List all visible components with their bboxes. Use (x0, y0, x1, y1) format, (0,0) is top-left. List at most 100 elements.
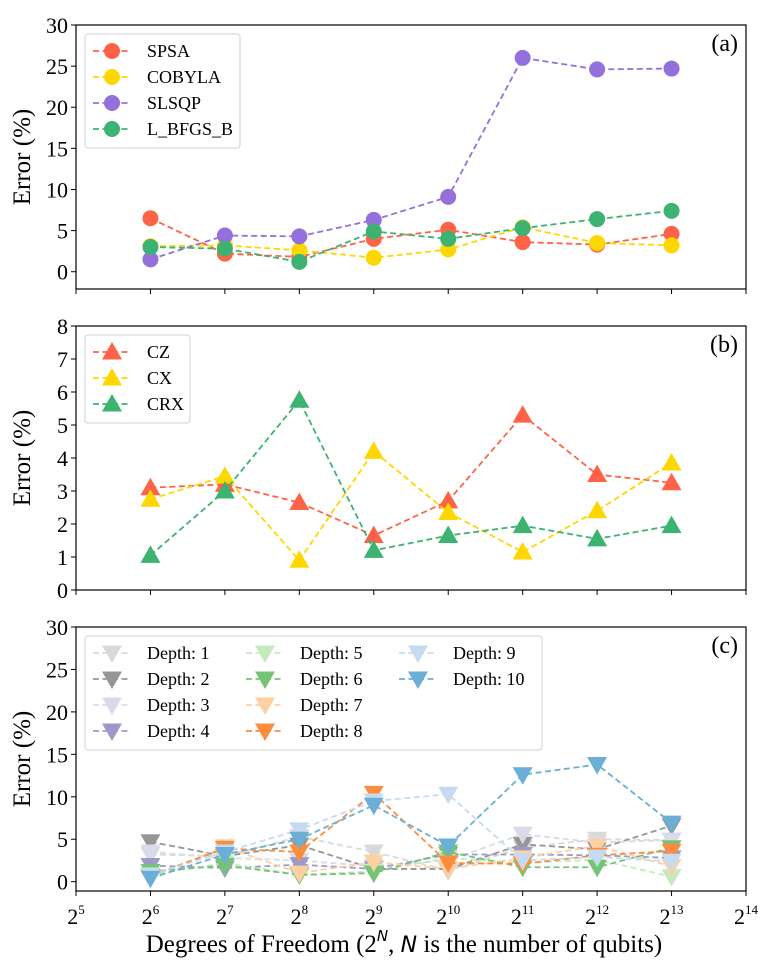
shared-x-axis: 25 26 27 28 29 210 211 212 213 214 (67, 902, 758, 929)
legend-entry: Depth: 2 (93, 669, 210, 689)
legend-entry: CZ (93, 342, 170, 362)
y-axis-label-c: Error (%) (9, 711, 36, 807)
series-line (149, 398, 672, 557)
legend-box (84, 635, 543, 751)
data-point (663, 225, 680, 242)
legend-label: CX (147, 368, 172, 388)
legend-label: Depth: 10 (453, 669, 525, 689)
series-depth-10 (140, 757, 682, 889)
data-point (512, 836, 533, 855)
data-point (514, 49, 531, 66)
y-tick-label-a: 0 (57, 260, 68, 285)
plot-frame-c (75, 626, 747, 892)
y-tick-label-a: 25 (46, 54, 68, 79)
data-point (587, 838, 608, 857)
series-line (150, 856, 672, 878)
legend-label: Depth: 3 (147, 695, 210, 715)
data-point (365, 223, 382, 240)
data-point (587, 464, 608, 482)
x-axis-label: Degrees of Freedom (2N, N is the number … (146, 927, 662, 958)
x-tick-base: 2 (734, 904, 745, 929)
data-point (140, 870, 161, 889)
x-tick-label: 27 (216, 902, 234, 929)
legend-marker (255, 671, 275, 689)
plot-frame-a (75, 24, 747, 290)
series-line (150, 833, 672, 868)
data-point (661, 869, 682, 887)
series-line (150, 835, 672, 872)
data-point (438, 786, 459, 805)
y-axis-label-a: Error (%) (9, 109, 36, 205)
panel-label-b: (b) (710, 332, 738, 358)
data-point (142, 239, 159, 256)
series-cx (140, 441, 682, 568)
series-crx (140, 390, 682, 563)
x-tick-base: 2 (436, 904, 447, 929)
y-tick-label-a: 10 (46, 177, 68, 202)
data-point (440, 230, 457, 247)
x-tick-exponent: 7 (227, 902, 234, 917)
data-point (587, 859, 608, 878)
panel-c: 0 5 10 15 20 25 30 Error (%) (c) Depth: 1 Depth: 2… (9, 615, 747, 896)
y-tick-label-b: 6 (57, 380, 68, 405)
data-point (214, 481, 235, 499)
y-tick-label-c: 20 (46, 700, 68, 725)
x-tick-label: 210 (436, 902, 460, 929)
legend-entry: Depth: 8 (246, 721, 363, 741)
x-tick-base: 2 (291, 904, 302, 929)
y-tick-label-c: 25 (46, 657, 68, 682)
y-tick-label-b: 7 (57, 347, 68, 372)
legend-marker (104, 121, 120, 137)
x-tick-base: 2 (660, 904, 671, 929)
legend-marker (255, 723, 275, 741)
series-line (150, 846, 672, 876)
data-point (512, 767, 533, 785)
legend-entry: Depth: 9 (399, 643, 516, 663)
legend-marker (104, 43, 120, 59)
legend-marker (408, 645, 428, 663)
data-point (589, 211, 606, 228)
data-point (661, 452, 682, 471)
data-point (589, 234, 606, 251)
legend-c: Depth: 1 Depth: 2 Depth: 3 Depth: 4 Depth: 5… (84, 635, 543, 751)
legend-box (84, 33, 241, 149)
data-point (214, 858, 235, 876)
legend-entry: CRX (93, 394, 184, 414)
data-point (214, 466, 235, 484)
x-tick-base: 2 (216, 904, 227, 929)
data-point (363, 844, 384, 862)
y-tick-label-b: 3 (57, 479, 68, 504)
legend-entry: Depth: 6 (246, 669, 363, 689)
legend-entry: Depth: 10 (399, 669, 525, 689)
panel-b: 0 1 2 3 4 5 6 7 8 Error (%) (b) CZ CX CRX (9, 314, 747, 603)
legend-entry: L_BFGS_B (93, 119, 233, 139)
series-line (150, 413, 672, 537)
legend-marker (408, 671, 428, 689)
legend-b: CZ CX CRX (84, 334, 191, 424)
legend-label: Depth: 6 (300, 669, 363, 689)
series-line (150, 793, 672, 876)
x-tick-exponent: 14 (745, 902, 759, 917)
data-point (363, 865, 384, 884)
data-point (512, 542, 533, 560)
data-point (663, 202, 680, 219)
legend-label: Depth: 7 (300, 695, 363, 715)
legend-entry: Depth: 3 (93, 695, 210, 715)
data-point (512, 405, 533, 423)
series-line (150, 824, 672, 870)
data-point (291, 228, 308, 245)
data-point (589, 61, 606, 78)
data-point (289, 550, 310, 568)
data-point (661, 472, 682, 491)
data-point (438, 490, 459, 509)
data-point (363, 441, 384, 459)
series-line (150, 792, 672, 877)
x-tick-exponent: 13 (671, 902, 684, 917)
x-label-italic-n: N (401, 933, 417, 958)
legend-marker (104, 95, 120, 111)
legend-a: SPSA COBYLA SLSQP L_BFGS_B (84, 33, 241, 149)
legend-entry: SLSQP (93, 93, 201, 113)
x-label-middle: , (388, 931, 401, 958)
y-tick-label-c: 10 (46, 785, 68, 810)
legend-label: Depth: 2 (147, 669, 210, 689)
